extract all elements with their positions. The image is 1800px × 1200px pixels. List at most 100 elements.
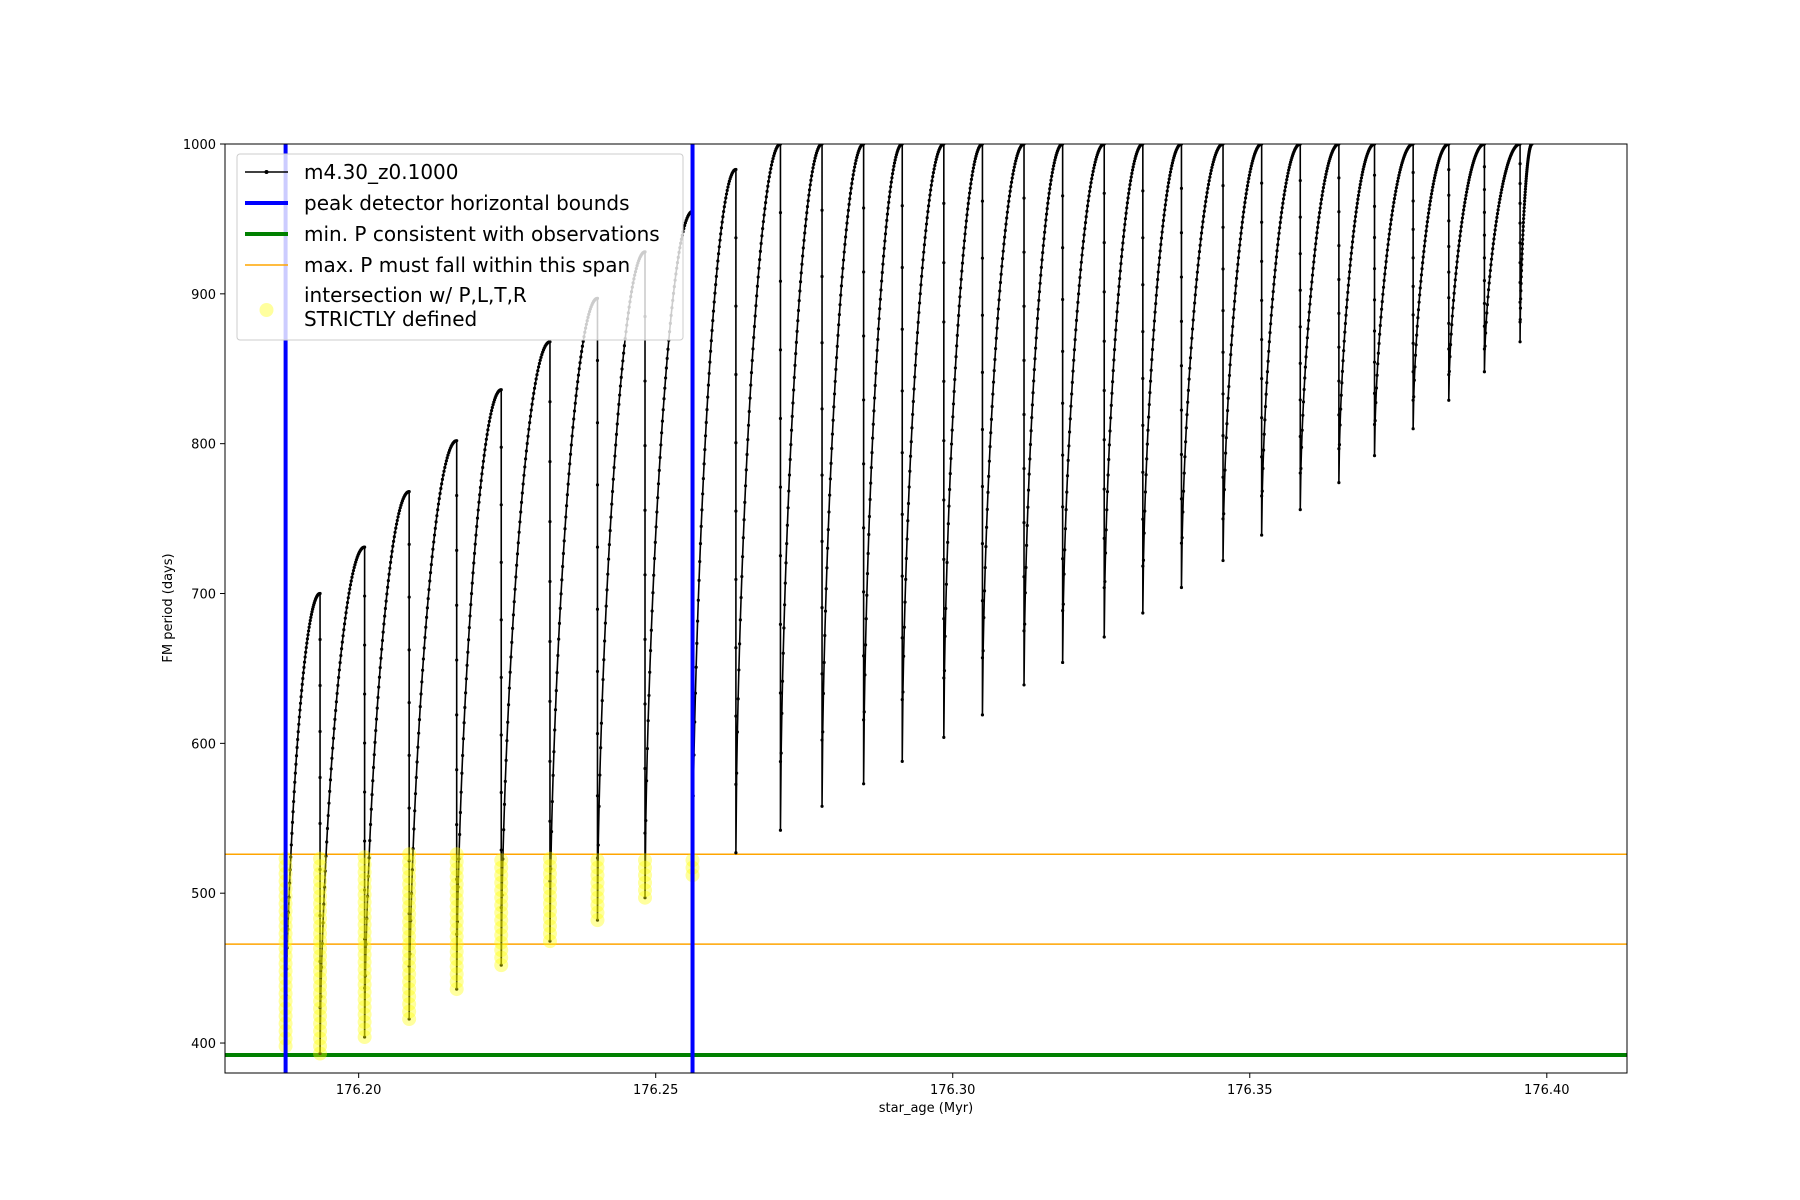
- intersection-point: [638, 883, 653, 898]
- series-marker: [980, 427, 985, 432]
- intersection-point: [357, 992, 372, 1007]
- series-marker: [1266, 359, 1270, 363]
- series-marker: [942, 439, 946, 443]
- series-marker: [789, 428, 794, 432]
- series-marker: [862, 590, 866, 594]
- series-marker: [791, 401, 795, 405]
- series-marker: [1456, 254, 1460, 258]
- series-marker: [1041, 243, 1045, 248]
- series-marker: [964, 225, 968, 229]
- series-marker: [1192, 309, 1196, 313]
- series-marker: [536, 365, 541, 369]
- intersection-point: [494, 943, 509, 958]
- series-marker: [551, 773, 555, 777]
- series-marker: [656, 482, 661, 486]
- series-marker: [363, 888, 367, 892]
- series-marker: [1347, 276, 1351, 280]
- intersection-point: [313, 1024, 328, 1039]
- series-marker: [892, 164, 896, 168]
- series-marker: [1482, 165, 1487, 169]
- series-marker: [294, 754, 299, 758]
- series-marker: [750, 358, 754, 363]
- series-marker: [397, 509, 402, 513]
- intersection-point: [402, 929, 417, 944]
- series-marker: [987, 459, 991, 463]
- series-marker: [1431, 182, 1435, 186]
- series-marker: [389, 560, 393, 564]
- series-marker: [950, 428, 954, 432]
- series-marker: [1165, 189, 1169, 193]
- series-marker: [715, 266, 719, 271]
- series-marker: [1320, 193, 1324, 197]
- series-marker: [1390, 213, 1394, 217]
- intersection-point: [590, 913, 605, 928]
- series-marker: [1383, 272, 1387, 276]
- series-marker: [446, 453, 450, 457]
- intersection-point: [357, 977, 372, 992]
- series-marker: [504, 758, 508, 762]
- series-marker: [1061, 194, 1065, 198]
- series-marker: [873, 383, 877, 388]
- series-marker: [1145, 457, 1149, 461]
- series-marker: [1161, 224, 1165, 228]
- intersection-point: [590, 853, 605, 868]
- series-marker: [424, 615, 429, 619]
- series-marker: [989, 431, 993, 435]
- series-marker: [489, 409, 494, 413]
- series-marker: [1152, 328, 1156, 332]
- series-marker: [514, 575, 518, 579]
- series-marker: [1447, 244, 1451, 249]
- series-marker: [1411, 313, 1415, 317]
- series-marker: [538, 358, 542, 362]
- series-marker: [1447, 193, 1451, 197]
- series-marker: [1522, 206, 1526, 210]
- series-marker: [1398, 170, 1402, 175]
- series-marker: [662, 397, 666, 401]
- series-marker: [717, 245, 721, 249]
- series-marker: [414, 775, 418, 780]
- series-marker: [644, 818, 648, 823]
- intersection-point: [313, 949, 328, 964]
- series-marker: [823, 633, 827, 638]
- series-marker: [559, 592, 563, 596]
- series-marker: [812, 162, 816, 166]
- model-series: [283, 144, 1534, 1056]
- series-marker: [510, 640, 514, 645]
- series-marker: [535, 373, 539, 377]
- series-marker: [1454, 271, 1458, 276]
- intersection-point: [449, 862, 464, 877]
- series-marker: [1195, 270, 1199, 274]
- series-marker: [902, 654, 906, 658]
- series-marker: [1372, 204, 1377, 208]
- series-marker: [1112, 358, 1116, 362]
- series-marker: [1074, 318, 1079, 322]
- series-marker: [407, 753, 411, 757]
- series-marker: [1413, 365, 1417, 369]
- series-marker: [840, 275, 844, 279]
- series-marker: [966, 201, 970, 206]
- series-marker: [325, 826, 330, 831]
- series-marker: [1386, 242, 1390, 247]
- series-marker: [1051, 167, 1055, 171]
- series-marker: [799, 271, 803, 275]
- series-marker: [1050, 170, 1054, 175]
- series-marker: [1030, 415, 1034, 420]
- series-marker: [534, 377, 538, 381]
- series-marker: [953, 366, 958, 370]
- series-marker: [1025, 523, 1029, 528]
- series-marker: [907, 485, 911, 489]
- series-marker: [1421, 261, 1425, 265]
- series-marker: [1341, 359, 1345, 363]
- series-marker: [1225, 422, 1229, 426]
- series-marker: [848, 197, 852, 201]
- series-marker: [1260, 181, 1264, 185]
- intersection-point: [402, 974, 417, 989]
- intersection-point: [357, 910, 372, 925]
- series-marker: [960, 269, 964, 273]
- series-marker: [955, 333, 959, 338]
- intersection-point: [590, 890, 605, 905]
- series-marker: [1277, 231, 1281, 235]
- series-marker: [1424, 229, 1428, 233]
- series-marker: [1491, 242, 1495, 246]
- series-marker: [796, 319, 800, 323]
